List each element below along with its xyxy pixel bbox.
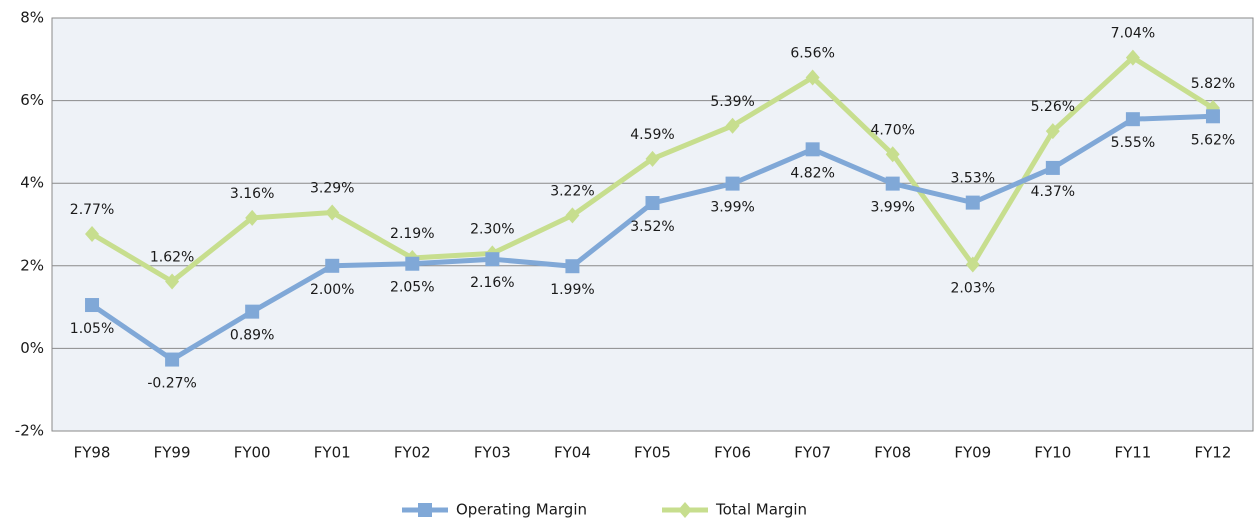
data-label: 2.00% [310, 282, 354, 298]
x-tick-label: FY04 [554, 444, 591, 462]
y-tick-label: 4% [20, 174, 44, 192]
data-label: 3.22% [550, 183, 594, 199]
data-point [1125, 49, 1140, 66]
x-tick-label: FY12 [1195, 444, 1232, 462]
data-point [565, 259, 580, 274]
data-point [165, 352, 180, 367]
data-label: 1.99% [550, 282, 594, 298]
data-point [1125, 112, 1140, 127]
legend-marker [678, 502, 692, 518]
x-tick-label: FY08 [874, 444, 911, 462]
x-tick-label: FY05 [634, 444, 671, 462]
data-point [405, 256, 420, 271]
x-tick-label: FY07 [794, 444, 831, 462]
data-label: 2.05% [390, 280, 434, 296]
data-point [245, 209, 260, 226]
data-point [1205, 109, 1220, 124]
data-label: 4.59% [630, 127, 674, 143]
legend-marker [418, 503, 432, 517]
data-point [805, 142, 820, 157]
x-tick-label: FY98 [74, 444, 111, 462]
data-point [725, 117, 740, 134]
data-label: 0.89% [230, 328, 274, 344]
data-point [645, 196, 660, 211]
x-tick-label: FY99 [154, 444, 191, 462]
data-label: 3.53% [951, 171, 995, 187]
legend-label: Total Margin [715, 501, 807, 519]
x-tick-label: FY10 [1034, 444, 1071, 462]
data-point [1045, 123, 1060, 140]
data-point [805, 69, 820, 86]
data-label: -0.27% [147, 376, 197, 392]
data-point [165, 273, 180, 290]
data-label: 3.16% [230, 186, 274, 202]
data-point [85, 225, 100, 242]
legend-label: Operating Margin [456, 501, 587, 519]
x-tick-label: FY09 [954, 444, 991, 462]
data-label: 2.30% [470, 221, 514, 237]
data-label: 5.62% [1191, 132, 1235, 148]
data-label: 4.82% [790, 165, 834, 181]
x-tick-label: FY02 [394, 444, 431, 462]
y-tick-label: 2% [20, 256, 44, 274]
y-tick-label: 8% [20, 9, 44, 27]
data-label: 4.37% [1031, 184, 1075, 200]
x-tick-label: FY01 [314, 444, 351, 462]
data-point [725, 176, 740, 191]
data-point [1045, 160, 1060, 175]
data-point [565, 207, 580, 224]
data-point [885, 146, 900, 163]
data-label: 6.56% [790, 45, 834, 61]
data-label: 7.04% [1111, 26, 1155, 42]
data-point [325, 204, 340, 221]
data-label: 3.99% [870, 200, 914, 216]
y-tick-label: 6% [20, 91, 44, 109]
data-label: 1.05% [70, 321, 114, 337]
data-label: 1.62% [150, 249, 194, 265]
data-point [645, 150, 660, 167]
data-label: 5.82% [1191, 76, 1235, 92]
data-label: 2.19% [390, 226, 434, 242]
y-tick-label: 0% [20, 339, 44, 357]
data-label: 3.29% [310, 181, 354, 197]
x-tick-label: FY00 [234, 444, 271, 462]
y-tick-label: -2% [15, 422, 44, 440]
data-point [325, 258, 340, 273]
data-label: 2.16% [470, 275, 514, 291]
data-point [85, 298, 100, 313]
data-label: 4.70% [870, 122, 914, 138]
data-label: 3.52% [630, 219, 674, 235]
data-label: 5.39% [710, 94, 754, 110]
data-point [965, 195, 980, 210]
data-label: 5.55% [1111, 135, 1155, 151]
data-label: 5.26% [1031, 99, 1075, 115]
data-label: 3.99% [710, 200, 754, 216]
x-tick-label: FY03 [474, 444, 511, 462]
data-point [485, 252, 500, 267]
data-point [885, 176, 900, 191]
data-point [965, 256, 980, 273]
x-tick-label: FY06 [714, 444, 751, 462]
data-label: 2.77% [70, 202, 114, 218]
data-point [245, 304, 260, 319]
data-label: 2.03% [951, 281, 995, 297]
x-tick-label: FY11 [1114, 444, 1151, 462]
